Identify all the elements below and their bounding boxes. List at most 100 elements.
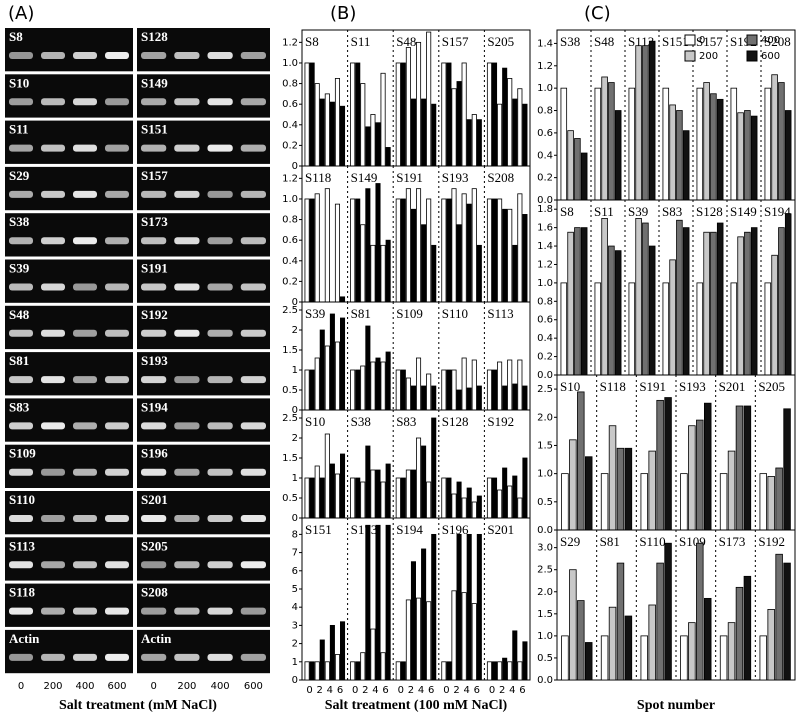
bar [784, 213, 792, 376]
y-tick-label: 1.0 [537, 278, 553, 289]
gel-band [240, 376, 266, 384]
gel-band [207, 98, 233, 106]
x-tick-label: 4 [418, 685, 424, 696]
y-tick-label: 0.0 [537, 675, 553, 686]
x-tick-label: 2 [317, 685, 323, 696]
bar [669, 259, 676, 376]
bar [451, 88, 457, 167]
bar [329, 101, 335, 167]
x-tick-label: 2 [453, 685, 459, 696]
bar [502, 67, 508, 167]
y-tick-label: 1.5 [537, 609, 553, 620]
group-label: S29 [560, 534, 580, 549]
gel-band [41, 468, 65, 476]
gel-band [207, 329, 233, 337]
bar [716, 98, 724, 201]
bar [309, 198, 315, 303]
bar [601, 218, 608, 376]
bar [476, 533, 482, 681]
y-tick-label: 1.2 [282, 37, 298, 48]
gel-label: S157 [141, 168, 168, 183]
group-label: S118 [600, 379, 626, 394]
gel-label: Actin [141, 631, 172, 646]
bar [517, 193, 523, 303]
y-tick-label: 0.2 [537, 352, 553, 363]
gel-image [137, 537, 270, 581]
gel-image [137, 491, 270, 535]
y-tick-label: 1 [292, 473, 298, 484]
bar [400, 477, 406, 519]
group-label: S48 [396, 34, 416, 49]
bar [324, 433, 330, 519]
y-tick-label: 2.0 [537, 412, 553, 423]
lane-label: 200 [43, 681, 62, 692]
bar [365, 524, 371, 681]
x-tick-label: 4 [509, 685, 515, 696]
gel-band [105, 190, 129, 198]
bar [441, 477, 447, 519]
group-label: S157 [696, 34, 723, 49]
y-tick-label: 0.5 [537, 497, 553, 508]
y-tick-label: 0.6 [282, 99, 298, 110]
group-label: S38 [560, 34, 580, 49]
bar [319, 639, 325, 681]
legend-swatch [746, 34, 758, 46]
gel-band [105, 468, 129, 476]
x-tick-label: 0 [306, 685, 312, 696]
bar [410, 98, 416, 167]
plot-frame [301, 517, 531, 681]
bar [676, 110, 683, 201]
bar [696, 542, 704, 681]
bar [517, 497, 523, 519]
lane-label: 0 [18, 681, 24, 692]
y-tick-label: 2.5 [537, 384, 553, 395]
gel-image [137, 305, 270, 350]
gel-band [73, 515, 97, 522]
bar [502, 385, 508, 411]
bar [486, 477, 492, 519]
bar [340, 453, 346, 519]
gel-band [73, 376, 97, 384]
bar [319, 98, 325, 167]
gel-band [240, 283, 266, 291]
gel-band [9, 52, 33, 59]
bar [476, 244, 482, 303]
bar [594, 87, 602, 201]
gel-label: S113 [9, 538, 36, 553]
y-tick-label: 1.0 [537, 83, 553, 94]
bar [719, 635, 728, 681]
bar [648, 40, 656, 201]
bar [688, 425, 696, 531]
gel-band [174, 98, 200, 106]
bar [329, 624, 335, 681]
bar [405, 377, 411, 411]
y-tick-label: 1.5 [282, 345, 298, 356]
gel-band [174, 653, 200, 661]
bar [696, 87, 704, 201]
y-tick-label: 1.6 [537, 223, 553, 234]
gel-label: S192 [141, 307, 168, 322]
gel-band [41, 607, 65, 615]
bar [486, 198, 492, 303]
gel-band [105, 607, 129, 615]
lane-label: 200 [177, 681, 196, 692]
bar [778, 227, 785, 376]
gel-band [141, 237, 167, 245]
bar [614, 110, 622, 201]
y-tick-label: 2 [292, 639, 298, 650]
bar [456, 533, 462, 681]
gel-image [5, 352, 133, 396]
bar [466, 487, 472, 519]
bar [642, 222, 649, 376]
bar [750, 227, 758, 376]
y-tick-label: 0.4 [282, 120, 298, 131]
gel-band [174, 144, 200, 152]
bar [441, 369, 447, 411]
group-label: S10 [305, 414, 325, 429]
bar [735, 405, 744, 531]
gel-band [207, 190, 233, 198]
gel-band [41, 237, 65, 245]
x-tick-label: 4 [327, 685, 333, 696]
bar [662, 87, 670, 201]
gel-band [141, 376, 167, 384]
